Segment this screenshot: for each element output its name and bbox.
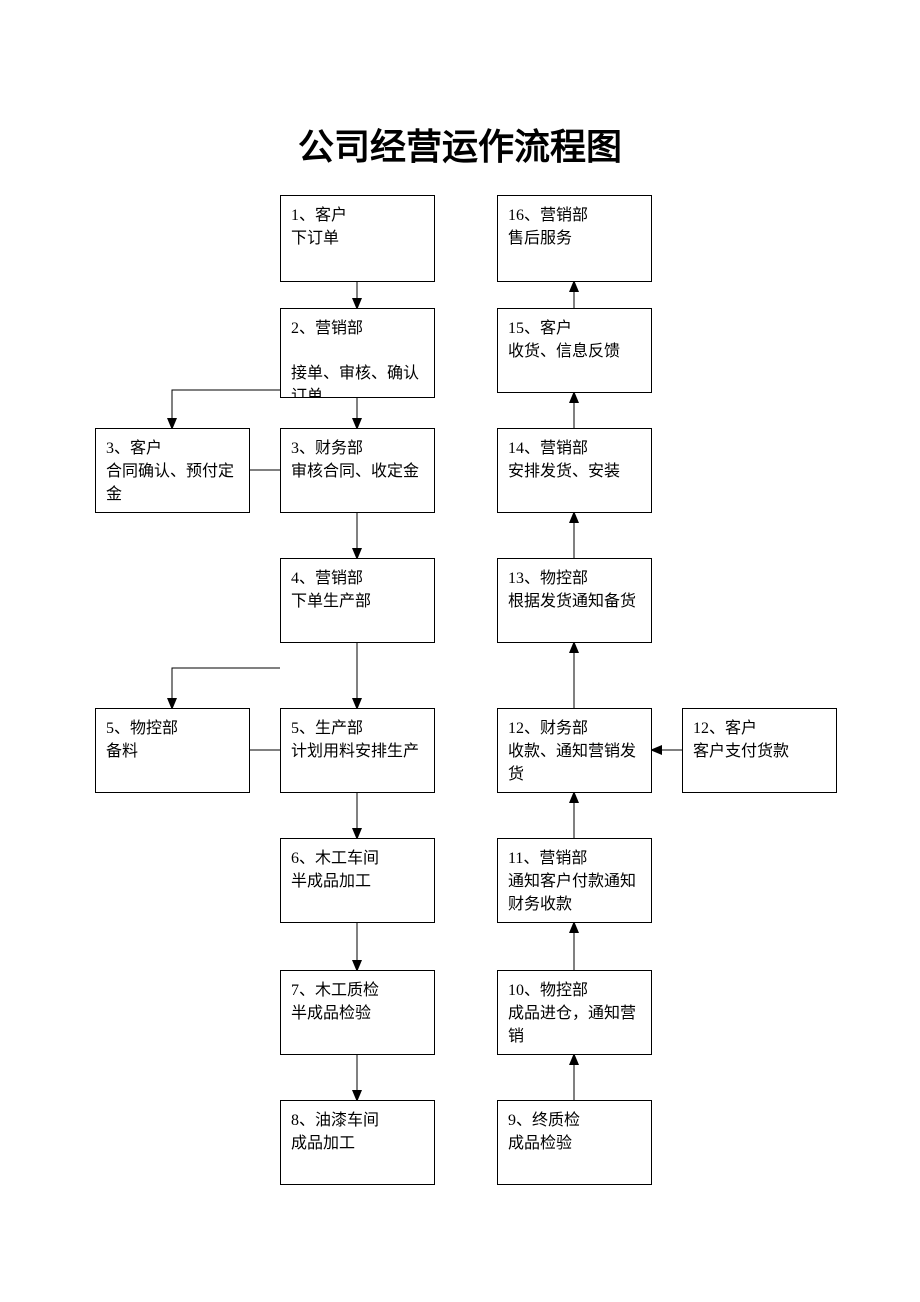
flowchart-node: 7、木工质检半成品检验	[280, 970, 435, 1055]
node-number-label: 5、生产部	[291, 717, 424, 740]
flowchart-node: 4、营销部下单生产部	[280, 558, 435, 643]
node-text: 计划用料安排生产	[291, 740, 424, 763]
node-number-label: 9、终质检	[508, 1109, 641, 1132]
node-text: 下订单	[291, 227, 424, 250]
flowchart-node: 8、油漆车间成品加工	[280, 1100, 435, 1185]
node-text: 成品检验	[508, 1132, 641, 1155]
flowchart-edges	[0, 0, 920, 1302]
node-number-label: 3、财务部	[291, 437, 424, 460]
flowchart-node: 1、客户下订单	[280, 195, 435, 282]
flowchart-node: 13、物控部根据发货通知备货	[497, 558, 652, 643]
node-number-label: 14、营销部	[508, 437, 641, 460]
node-text: 备料	[106, 740, 239, 763]
flowchart-edge	[172, 668, 280, 708]
flowchart-node: 3、客户合同确认、预付定金	[95, 428, 250, 513]
node-text: 根据发货通知备货	[508, 590, 641, 613]
node-text: 客户支付货款	[693, 740, 826, 763]
node-number-label: 13、物控部	[508, 567, 641, 590]
node-number-label: 16、营销部	[508, 204, 641, 227]
flowchart-node: 3、财务部审核合同、收定金	[280, 428, 435, 513]
node-number-label: 4、营销部	[291, 567, 424, 590]
node-number-label: 15、客户	[508, 317, 641, 340]
node-number-label: 8、油漆车间	[291, 1109, 424, 1132]
node-text: 半成品检验	[291, 1002, 424, 1025]
node-number-label: 3、客户	[106, 437, 239, 460]
node-number-label: 5、物控部	[106, 717, 239, 740]
node-number-label: 10、物控部	[508, 979, 641, 1002]
node-text: 售后服务	[508, 227, 641, 250]
node-text: 合同确认、预付定金	[106, 460, 239, 506]
flowchart-node: 5、生产部计划用料安排生产	[280, 708, 435, 793]
flowchart-edge	[172, 390, 280, 428]
flowchart-node: 9、终质检成品检验	[497, 1100, 652, 1185]
flowchart-node: 12、客户客户支付货款	[682, 708, 837, 793]
node-number-label: 11、营销部	[508, 847, 641, 870]
flowchart-canvas: 1、客户下订单 2、营销部接单、审核、确认订单 3、客户合同确认、预付定金 3、财务部…	[0, 0, 920, 1302]
node-number-label: 1、客户	[291, 204, 424, 227]
node-number-label: 12、财务部	[508, 717, 641, 740]
node-number-label: 12、客户	[693, 717, 826, 740]
flowchart-node: 2、营销部接单、审核、确认订单	[280, 308, 435, 398]
node-text: 安排发货、安装	[508, 460, 641, 483]
node-number-label: 6、木工车间	[291, 847, 424, 870]
flowchart-node: 10、物控部成品进仓，通知营销	[497, 970, 652, 1055]
flowchart-node: 5、物控部备料	[95, 708, 250, 793]
flowchart-node: 14、营销部安排发货、安装	[497, 428, 652, 513]
node-text: 审核合同、收定金	[291, 460, 424, 483]
flowchart-node: 15、客户收货、信息反馈	[497, 308, 652, 393]
node-number-label: 2、营销部	[291, 317, 424, 340]
node-text: 通知客户付款通知财务收款	[508, 870, 641, 916]
node-text: 接单、审核、确认订单	[291, 362, 424, 398]
node-text: 成品进仓，通知营销	[508, 1002, 641, 1048]
flowchart-node: 11、营销部通知客户付款通知财务收款	[497, 838, 652, 923]
node-text: 半成品加工	[291, 870, 424, 893]
node-text: 收货、信息反馈	[508, 340, 641, 363]
flowchart-node: 6、木工车间半成品加工	[280, 838, 435, 923]
node-text: 收款、通知营销发货	[508, 740, 641, 786]
flowchart-node: 12、财务部收款、通知营销发货	[497, 708, 652, 793]
node-text: 下单生产部	[291, 590, 424, 613]
node-number-label: 7、木工质检	[291, 979, 424, 1002]
node-text: 成品加工	[291, 1132, 424, 1155]
flowchart-node: 16、营销部售后服务	[497, 195, 652, 282]
